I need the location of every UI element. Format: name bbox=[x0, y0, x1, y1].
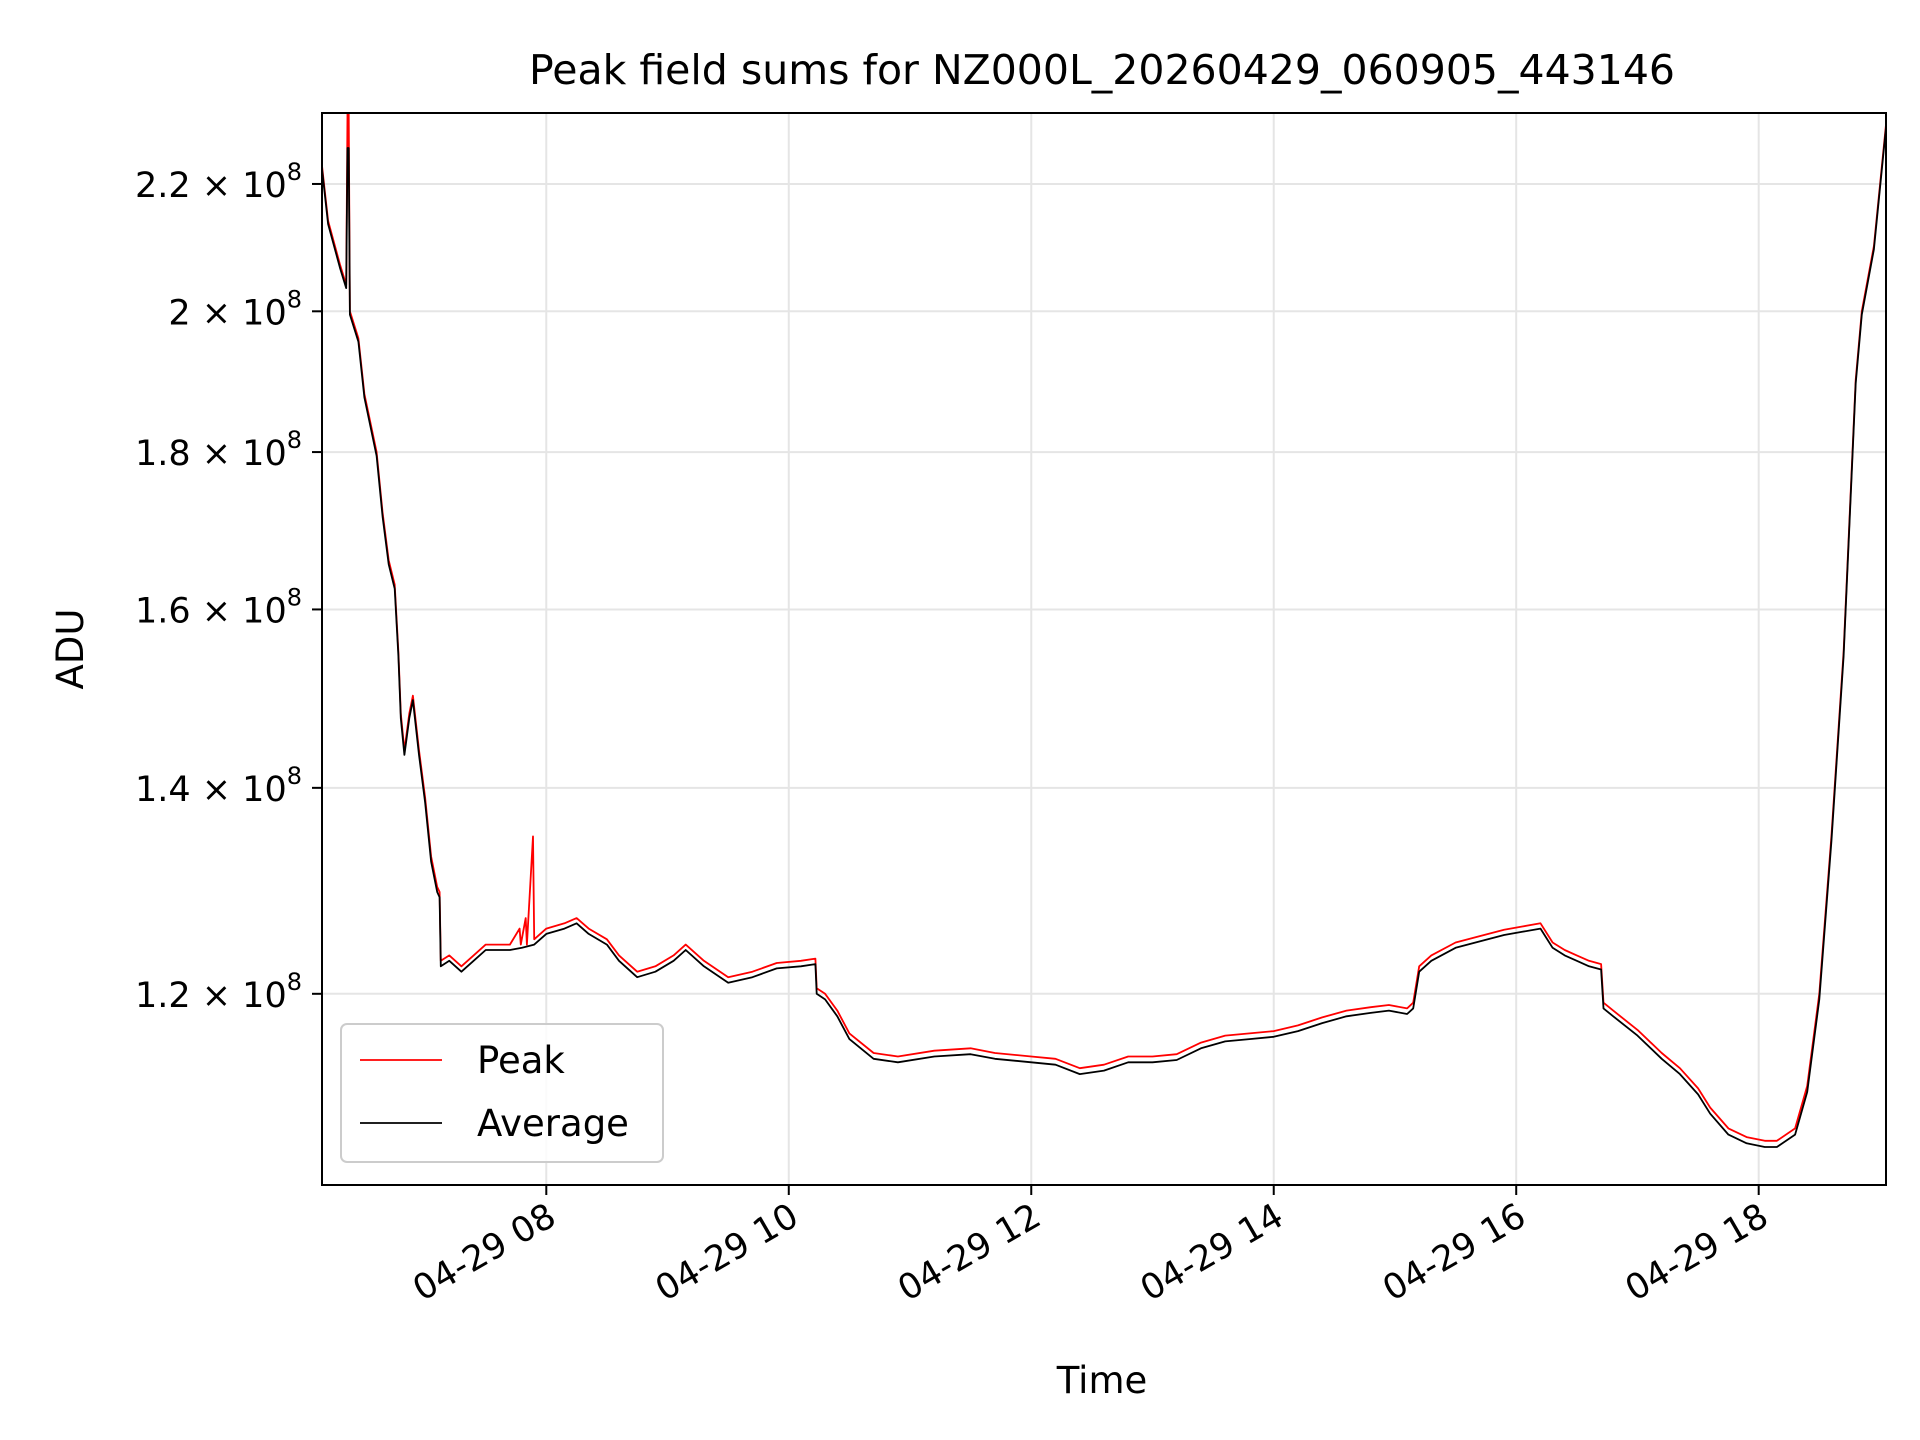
y-tick-label: 1.8 × 108 bbox=[135, 426, 302, 474]
y-axis-label: ADU bbox=[49, 609, 92, 690]
y-tick-label: 1.4 × 108 bbox=[135, 762, 302, 810]
y-tick-label: 1.2 × 108 bbox=[135, 968, 302, 1016]
legend-label-peak: Peak bbox=[477, 1039, 565, 1082]
y-axis-ticks: 1.2 × 108 1.4 × 108 1.6 × 108 1.8 × 108 2 × … bbox=[135, 158, 322, 1016]
legend: Peak Average bbox=[340, 1023, 664, 1163]
series-line-average bbox=[322, 127, 1886, 1148]
x-axis-label: Time bbox=[1056, 1359, 1148, 1402]
chart-title: Peak field sums for NZ000L_20260429_0609… bbox=[529, 46, 1675, 94]
y-tick-label: 2 × 108 bbox=[168, 285, 302, 333]
legend-label-average: Average bbox=[477, 1102, 629, 1145]
grid-lines bbox=[322, 113, 1886, 1185]
y-tick-label: 1.6 × 108 bbox=[135, 583, 302, 631]
legend-box bbox=[340, 1023, 664, 1163]
y-tick-label: 2.2 × 108 bbox=[135, 158, 302, 206]
series-layer bbox=[322, 113, 1886, 1148]
plot-frame bbox=[321, 112, 1887, 1186]
